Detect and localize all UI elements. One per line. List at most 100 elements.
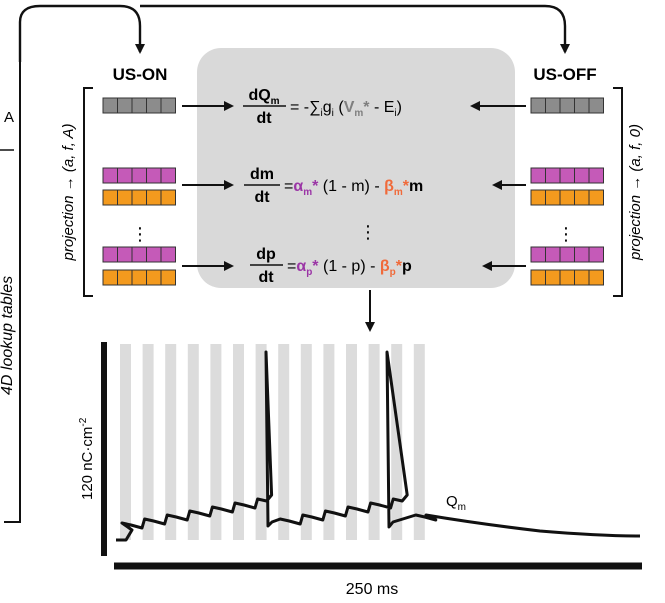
table-cell xyxy=(160,269,176,286)
stimulus-stripe xyxy=(346,344,357,540)
table-cell xyxy=(574,246,590,263)
stimulus-stripe xyxy=(120,344,131,540)
eq-m-denominator: dt xyxy=(254,189,270,206)
table-cell xyxy=(117,246,133,263)
projection-label-right: projection → (a, f, 0) xyxy=(627,124,644,261)
lookup-tables-bracket xyxy=(4,60,21,523)
scale-x-label: 250 ms xyxy=(346,581,398,598)
table-cell xyxy=(146,246,162,263)
lookup-array-on-m-alpha xyxy=(102,167,176,184)
table-cell xyxy=(530,167,546,184)
stimulus-stripe xyxy=(165,344,177,540)
table-cell xyxy=(117,189,133,206)
stimulus-stripe xyxy=(233,344,244,540)
table-cell xyxy=(574,189,590,206)
table-cell xyxy=(588,269,604,286)
stimulus-stripes xyxy=(120,344,425,540)
table-cell xyxy=(559,97,575,114)
table-cell xyxy=(545,269,561,286)
table-cell xyxy=(530,246,546,263)
lookup-array-on-m-beta xyxy=(102,189,176,206)
table-cell xyxy=(530,97,546,114)
eq-m-rhs: =αm* (1 - m) - βm*m xyxy=(284,178,423,198)
equation-charge: dQm dt = -∑igi (Vm* - Ei) xyxy=(243,87,402,127)
table-cell xyxy=(160,246,176,263)
table-cell xyxy=(131,189,147,206)
table-cell xyxy=(131,246,147,263)
table-cell xyxy=(146,269,162,286)
eq-p-numerator: dp xyxy=(256,246,276,263)
table-cell xyxy=(102,246,118,263)
table-cell xyxy=(559,167,575,184)
equation-gate-p: dp dt =αp* (1 - p) - βp*p xyxy=(250,246,412,286)
table-cell xyxy=(160,167,176,184)
stimulus-stripe xyxy=(278,344,290,540)
eq-charge-denominator: dt xyxy=(256,110,272,127)
table-cell xyxy=(131,97,147,114)
table-cell xyxy=(160,189,176,206)
stimulus-stripe xyxy=(368,344,380,540)
lookup-array-off-m-alpha xyxy=(530,167,604,184)
table-cell xyxy=(545,189,561,206)
table-cell xyxy=(146,167,162,184)
stimulus-stripe xyxy=(413,344,425,540)
stimulus-stripe xyxy=(255,344,267,540)
top-curve-arrow-left xyxy=(18,4,145,62)
table-cell xyxy=(545,246,561,263)
eq-p-rhs: =αp* (1 - p) - βp*p xyxy=(287,258,412,278)
us-on-label: US-ON xyxy=(113,65,168,84)
ellipsis-right: ⋮ xyxy=(557,224,575,244)
lookup-array-off-m-beta xyxy=(530,189,604,206)
stimulus-stripe xyxy=(300,344,312,540)
equations-box xyxy=(197,48,515,288)
table-cell xyxy=(588,97,604,114)
lookup-array-off-charge xyxy=(530,97,604,114)
table-cell xyxy=(559,246,575,263)
table-cell xyxy=(588,189,604,206)
table-cell xyxy=(530,189,546,206)
projection-bracket-right xyxy=(613,87,623,297)
eq-charge-numerator: dQm xyxy=(248,87,279,107)
lookup-array-off-p-alpha xyxy=(530,246,604,263)
us-off-label: US-OFF xyxy=(533,65,596,84)
lookup-array-on-p-alpha xyxy=(102,246,176,263)
table-cell xyxy=(102,189,118,206)
ellipsis-middle: ⋮ xyxy=(359,222,377,242)
table-cell xyxy=(131,269,147,286)
stimulus-stripe xyxy=(391,344,403,540)
lookup-array-on-charge xyxy=(102,97,176,114)
charge-trace xyxy=(116,350,641,542)
projection-bracket-left xyxy=(83,87,93,297)
table-cell xyxy=(117,97,133,114)
table-cell xyxy=(131,167,147,184)
eq-p-denominator: dt xyxy=(258,269,274,286)
ellipsis-left: ⋮ xyxy=(131,224,149,244)
table-cell xyxy=(102,167,118,184)
trace-label: Qm xyxy=(446,493,466,513)
table-cell xyxy=(574,97,590,114)
table-cell xyxy=(545,97,561,114)
equation-gate-m: dm dt =αm* (1 - m) - βm*m xyxy=(244,166,423,206)
table-cell xyxy=(588,167,604,184)
table-cell xyxy=(559,269,575,286)
table-cell xyxy=(102,97,118,114)
lookup-array-on-p-beta xyxy=(102,269,176,286)
lookup-array-off-p-beta xyxy=(530,269,604,286)
eq-m-numerator: dm xyxy=(250,166,274,183)
table-cell xyxy=(146,97,162,114)
table-cell xyxy=(530,269,546,286)
stimulus-stripe xyxy=(187,344,199,540)
projection-label-left: projection → (a, f, A) xyxy=(60,124,77,262)
table-cell xyxy=(160,97,176,114)
eq-charge-rhs: = -∑igi (Vm* - Ei) xyxy=(290,99,402,119)
top-curve-arrow-right xyxy=(140,4,570,54)
table-cell xyxy=(545,167,561,184)
stimulus-stripe xyxy=(323,344,335,540)
table-cell xyxy=(102,269,118,286)
table-cell xyxy=(146,189,162,206)
stimulus-stripe xyxy=(142,344,154,540)
table-cell xyxy=(588,246,604,263)
table-cell xyxy=(117,167,133,184)
lookup-tables-label: 4D lookup tables xyxy=(0,276,16,395)
